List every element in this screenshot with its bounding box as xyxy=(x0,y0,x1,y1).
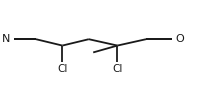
Text: N: N xyxy=(2,34,10,44)
Text: Cl: Cl xyxy=(57,64,67,74)
Text: Cl: Cl xyxy=(112,64,123,74)
Text: O: O xyxy=(176,34,184,44)
